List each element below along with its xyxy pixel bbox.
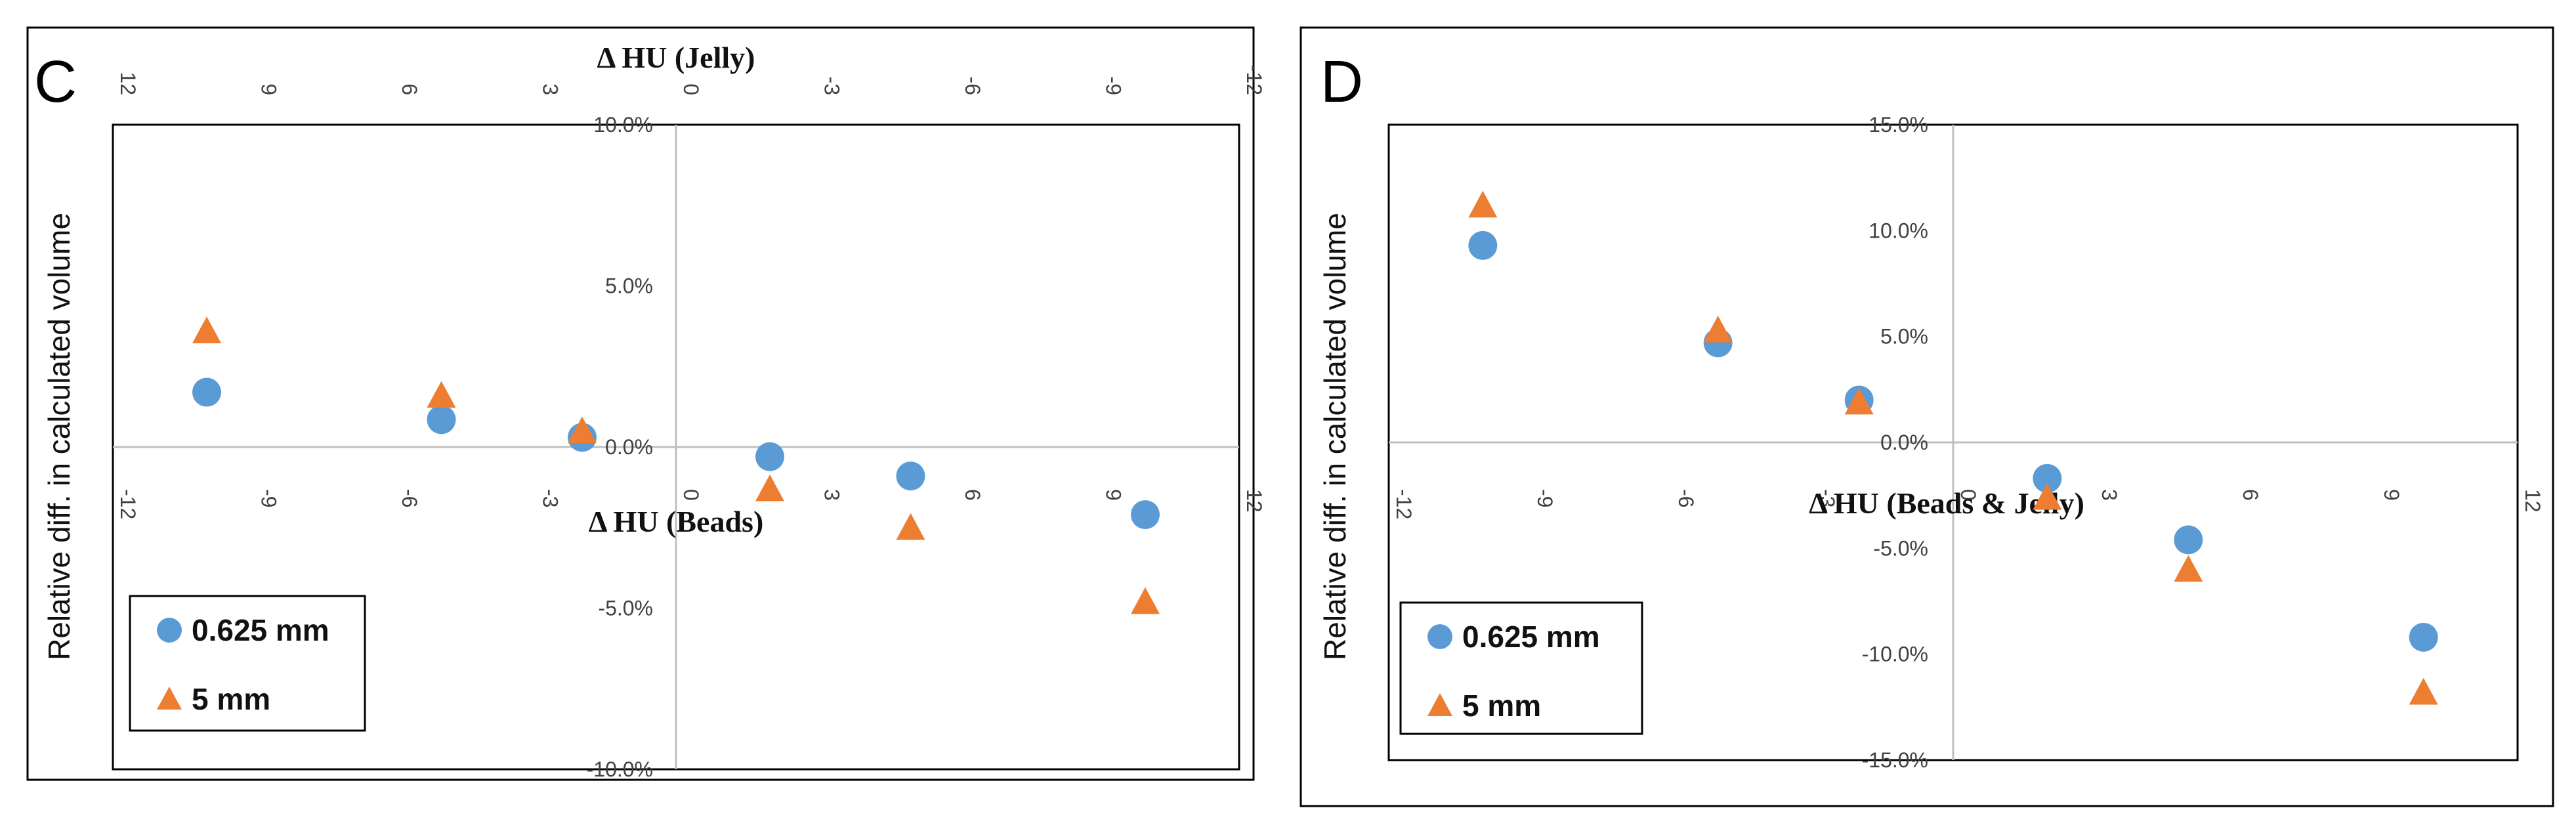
data-point-5mm bbox=[755, 474, 784, 501]
data-point-5mm bbox=[192, 316, 221, 343]
x-top-tick-label: -9 bbox=[1102, 77, 1126, 95]
legend: 0.625 mm 5 mm bbox=[129, 595, 366, 732]
panel-letter: C bbox=[34, 49, 77, 115]
x-tick-label: -6 bbox=[398, 489, 421, 507]
data-point-0625mm bbox=[2033, 463, 2062, 493]
legend-marker-circle bbox=[1427, 624, 1452, 649]
y-tick-label: -5.0% bbox=[598, 597, 653, 620]
legend-label: 5 mm bbox=[192, 682, 270, 716]
panel-letter: D bbox=[1320, 49, 1363, 115]
x-top-tick-label: 9 bbox=[257, 83, 281, 95]
data-point-5mm bbox=[1131, 587, 1160, 614]
x-tick-label: 6 bbox=[2239, 489, 2262, 501]
x-top-tick-label: -3 bbox=[820, 77, 844, 95]
x-tick-label: -9 bbox=[257, 489, 281, 507]
x-tick-label: -3 bbox=[539, 489, 562, 507]
data-point-5mm bbox=[896, 513, 925, 540]
x-top-tick-label: -12 bbox=[1242, 65, 1266, 95]
x-tick-label: -9 bbox=[1533, 489, 1557, 507]
x-tick-label: 12 bbox=[2521, 489, 2544, 513]
y-tick-label: 10.0% bbox=[1869, 219, 1928, 242]
x-tick-label: 0 bbox=[1956, 489, 1980, 501]
x-axis-top-title: Δ HU (Jelly) bbox=[597, 41, 755, 74]
y-tick-label: 0.0% bbox=[605, 435, 653, 459]
legend-label: 5 mm bbox=[1462, 689, 1541, 723]
data-point-0625mm bbox=[192, 377, 221, 407]
y-tick-label: -15.0% bbox=[1862, 748, 1928, 772]
panel-frame bbox=[26, 26, 1255, 781]
y-tick-label: 5.0% bbox=[1880, 325, 1928, 349]
data-point-0625mm bbox=[896, 461, 925, 491]
data-point-0625mm bbox=[1468, 230, 1498, 260]
x-tick-label: 9 bbox=[1102, 489, 1126, 501]
data-point-5mm bbox=[1703, 315, 1733, 343]
x-axis-title: Δ HU (Beads) bbox=[589, 505, 764, 538]
x-tick-label: 6 bbox=[961, 489, 984, 501]
x-tick-label: 0 bbox=[679, 489, 703, 501]
data-point-0625mm bbox=[2174, 525, 2203, 555]
data-point-0625mm bbox=[1131, 500, 1160, 530]
chart-panel-C: C Relative diff. in calculated volume 10.0… bbox=[26, 26, 1266, 781]
x-tick-label: 3 bbox=[820, 489, 844, 501]
x-tick-label: -3 bbox=[1815, 489, 1839, 507]
x-top-tick-label: 0 bbox=[679, 83, 703, 95]
data-point-5mm bbox=[2033, 482, 2062, 510]
x-top-tick-label: 12 bbox=[116, 72, 140, 95]
data-point-0625mm bbox=[427, 405, 456, 435]
data-point-5mm bbox=[427, 381, 456, 408]
x-top-tick-label: 3 bbox=[539, 83, 562, 95]
data-point-5mm bbox=[1844, 387, 1874, 415]
y-tick-label: -5.0% bbox=[1873, 536, 1928, 560]
y-tick-label: 5.0% bbox=[605, 274, 653, 298]
data-point-5mm bbox=[2409, 677, 2438, 705]
x-tick-label: -12 bbox=[1392, 489, 1416, 519]
legend-label: 0.625 mm bbox=[1462, 620, 1600, 654]
x-tick-label: 3 bbox=[2098, 489, 2121, 501]
y-tick-label: -10.0% bbox=[587, 757, 653, 781]
data-point-0625mm bbox=[2409, 622, 2438, 652]
legend-marker-triangle bbox=[1427, 693, 1452, 716]
x-tick-label: 9 bbox=[2380, 489, 2403, 501]
y-tick-label: -10.0% bbox=[1862, 643, 1928, 666]
data-point-5mm bbox=[1468, 190, 1498, 218]
data-point-5mm bbox=[568, 416, 597, 444]
chart-panel-D: D Relative diff. in calculated volume 15.0… bbox=[1299, 26, 2554, 807]
x-top-tick-label: 6 bbox=[398, 83, 421, 95]
x-tick-label: -12 bbox=[116, 489, 140, 519]
x-tick-label: -6 bbox=[1674, 489, 1698, 507]
data-point-5mm bbox=[2174, 555, 2203, 582]
y-tick-label: 0.0% bbox=[1880, 431, 1928, 454]
x-tick-label: 12 bbox=[1242, 489, 1266, 513]
panel-frame bbox=[1299, 26, 2554, 807]
y-axis-label: Relative diff. in calculated volume bbox=[1318, 213, 1352, 660]
legend-marker-triangle bbox=[157, 687, 182, 710]
y-axis-label: Relative diff. in calculated volume bbox=[42, 213, 76, 660]
legend-label: 0.625 mm bbox=[192, 613, 329, 647]
legend-marker-circle bbox=[157, 618, 182, 643]
data-point-0625mm bbox=[755, 442, 784, 471]
legend: 0.625 mm 5 mm bbox=[1399, 601, 1643, 735]
x-top-tick-label: -6 bbox=[961, 77, 984, 95]
y-tick-label: 15.0% bbox=[1869, 113, 1928, 137]
y-tick-label: 10.0% bbox=[593, 113, 653, 137]
